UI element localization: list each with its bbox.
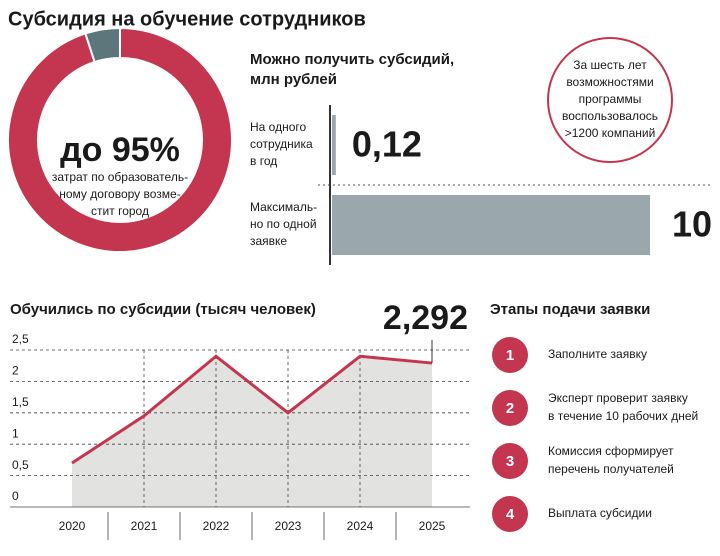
bar-title: млн рублей xyxy=(250,71,337,88)
bar-category: но по одной xyxy=(250,217,317,231)
pie-note: ному договору возме- xyxy=(59,187,180,201)
step-text: перечень получателей xyxy=(548,462,674,476)
bar-category: заявке xyxy=(250,234,287,248)
step-text: Эксперт проверит заявку xyxy=(548,391,688,405)
pie-note: стит город xyxy=(91,204,149,218)
step-text: Выплата субсидии xyxy=(548,506,652,520)
step-text: в течение 10 рабочих дней xyxy=(548,409,698,423)
y-tick-label: 1,5 xyxy=(12,395,29,409)
step-circle xyxy=(492,496,528,532)
bar-value-label: 10 xyxy=(672,204,712,245)
steps-title: Этапы подачи заявки xyxy=(490,301,650,318)
step-circle xyxy=(492,443,528,479)
pie-note: затрат по образователь- xyxy=(52,170,188,184)
step-circle xyxy=(492,337,528,373)
y-tick-label: 2,5 xyxy=(12,332,29,346)
bar-category: На одного xyxy=(250,120,307,134)
line-title: Обучились по субсидии (тысяч человек) xyxy=(10,301,316,318)
callout-text: >1200 компаний xyxy=(565,126,656,140)
pie-slice xyxy=(7,26,233,253)
bar-category: в год xyxy=(250,154,277,168)
step-text: Заполните заявку xyxy=(548,347,647,361)
step-number: 1 xyxy=(506,347,514,364)
step-number: 2 xyxy=(506,400,514,417)
line xyxy=(71,354,433,465)
x-tick-label: 2025 xyxy=(419,519,446,533)
x-tick-label: 2021 xyxy=(131,519,158,533)
bar-category: Максималь- xyxy=(250,200,317,214)
callout-circle xyxy=(547,37,673,163)
step-number: 4 xyxy=(506,506,515,523)
line-area xyxy=(72,356,432,507)
x-tick-label: 2020 xyxy=(59,519,86,533)
y-tick-label: 2 xyxy=(12,364,19,378)
x-tick-label: 2024 xyxy=(347,519,374,533)
page-title: Субсидия на обучение сотрудников xyxy=(8,8,366,30)
pie-value-label: до 95% xyxy=(60,131,180,169)
bar xyxy=(332,115,336,175)
y-tick-label: 0 xyxy=(12,489,19,503)
callout-text: воспользовалось xyxy=(562,109,658,123)
step-text: Комиссия сформирует xyxy=(548,444,674,458)
line-value-label: 2,292 xyxy=(383,299,468,337)
callout-text: программы xyxy=(579,92,642,106)
y-tick-label: 0,5 xyxy=(12,458,29,472)
callout-text: За шесть лет xyxy=(573,58,647,72)
step-number: 3 xyxy=(506,453,514,470)
x-tick-label: 2022 xyxy=(203,519,230,533)
step-circle xyxy=(492,390,528,426)
callout-text: возможностями xyxy=(566,75,653,89)
bar xyxy=(332,195,650,255)
bar-value-label: 0,12 xyxy=(352,124,422,165)
pie-slice xyxy=(84,26,121,64)
bar-title: Можно получить субсидий, xyxy=(250,51,454,68)
x-tick-label: 2023 xyxy=(275,519,302,533)
y-tick-label: 1 xyxy=(12,426,19,440)
bar-category: сотрудника xyxy=(250,137,313,151)
